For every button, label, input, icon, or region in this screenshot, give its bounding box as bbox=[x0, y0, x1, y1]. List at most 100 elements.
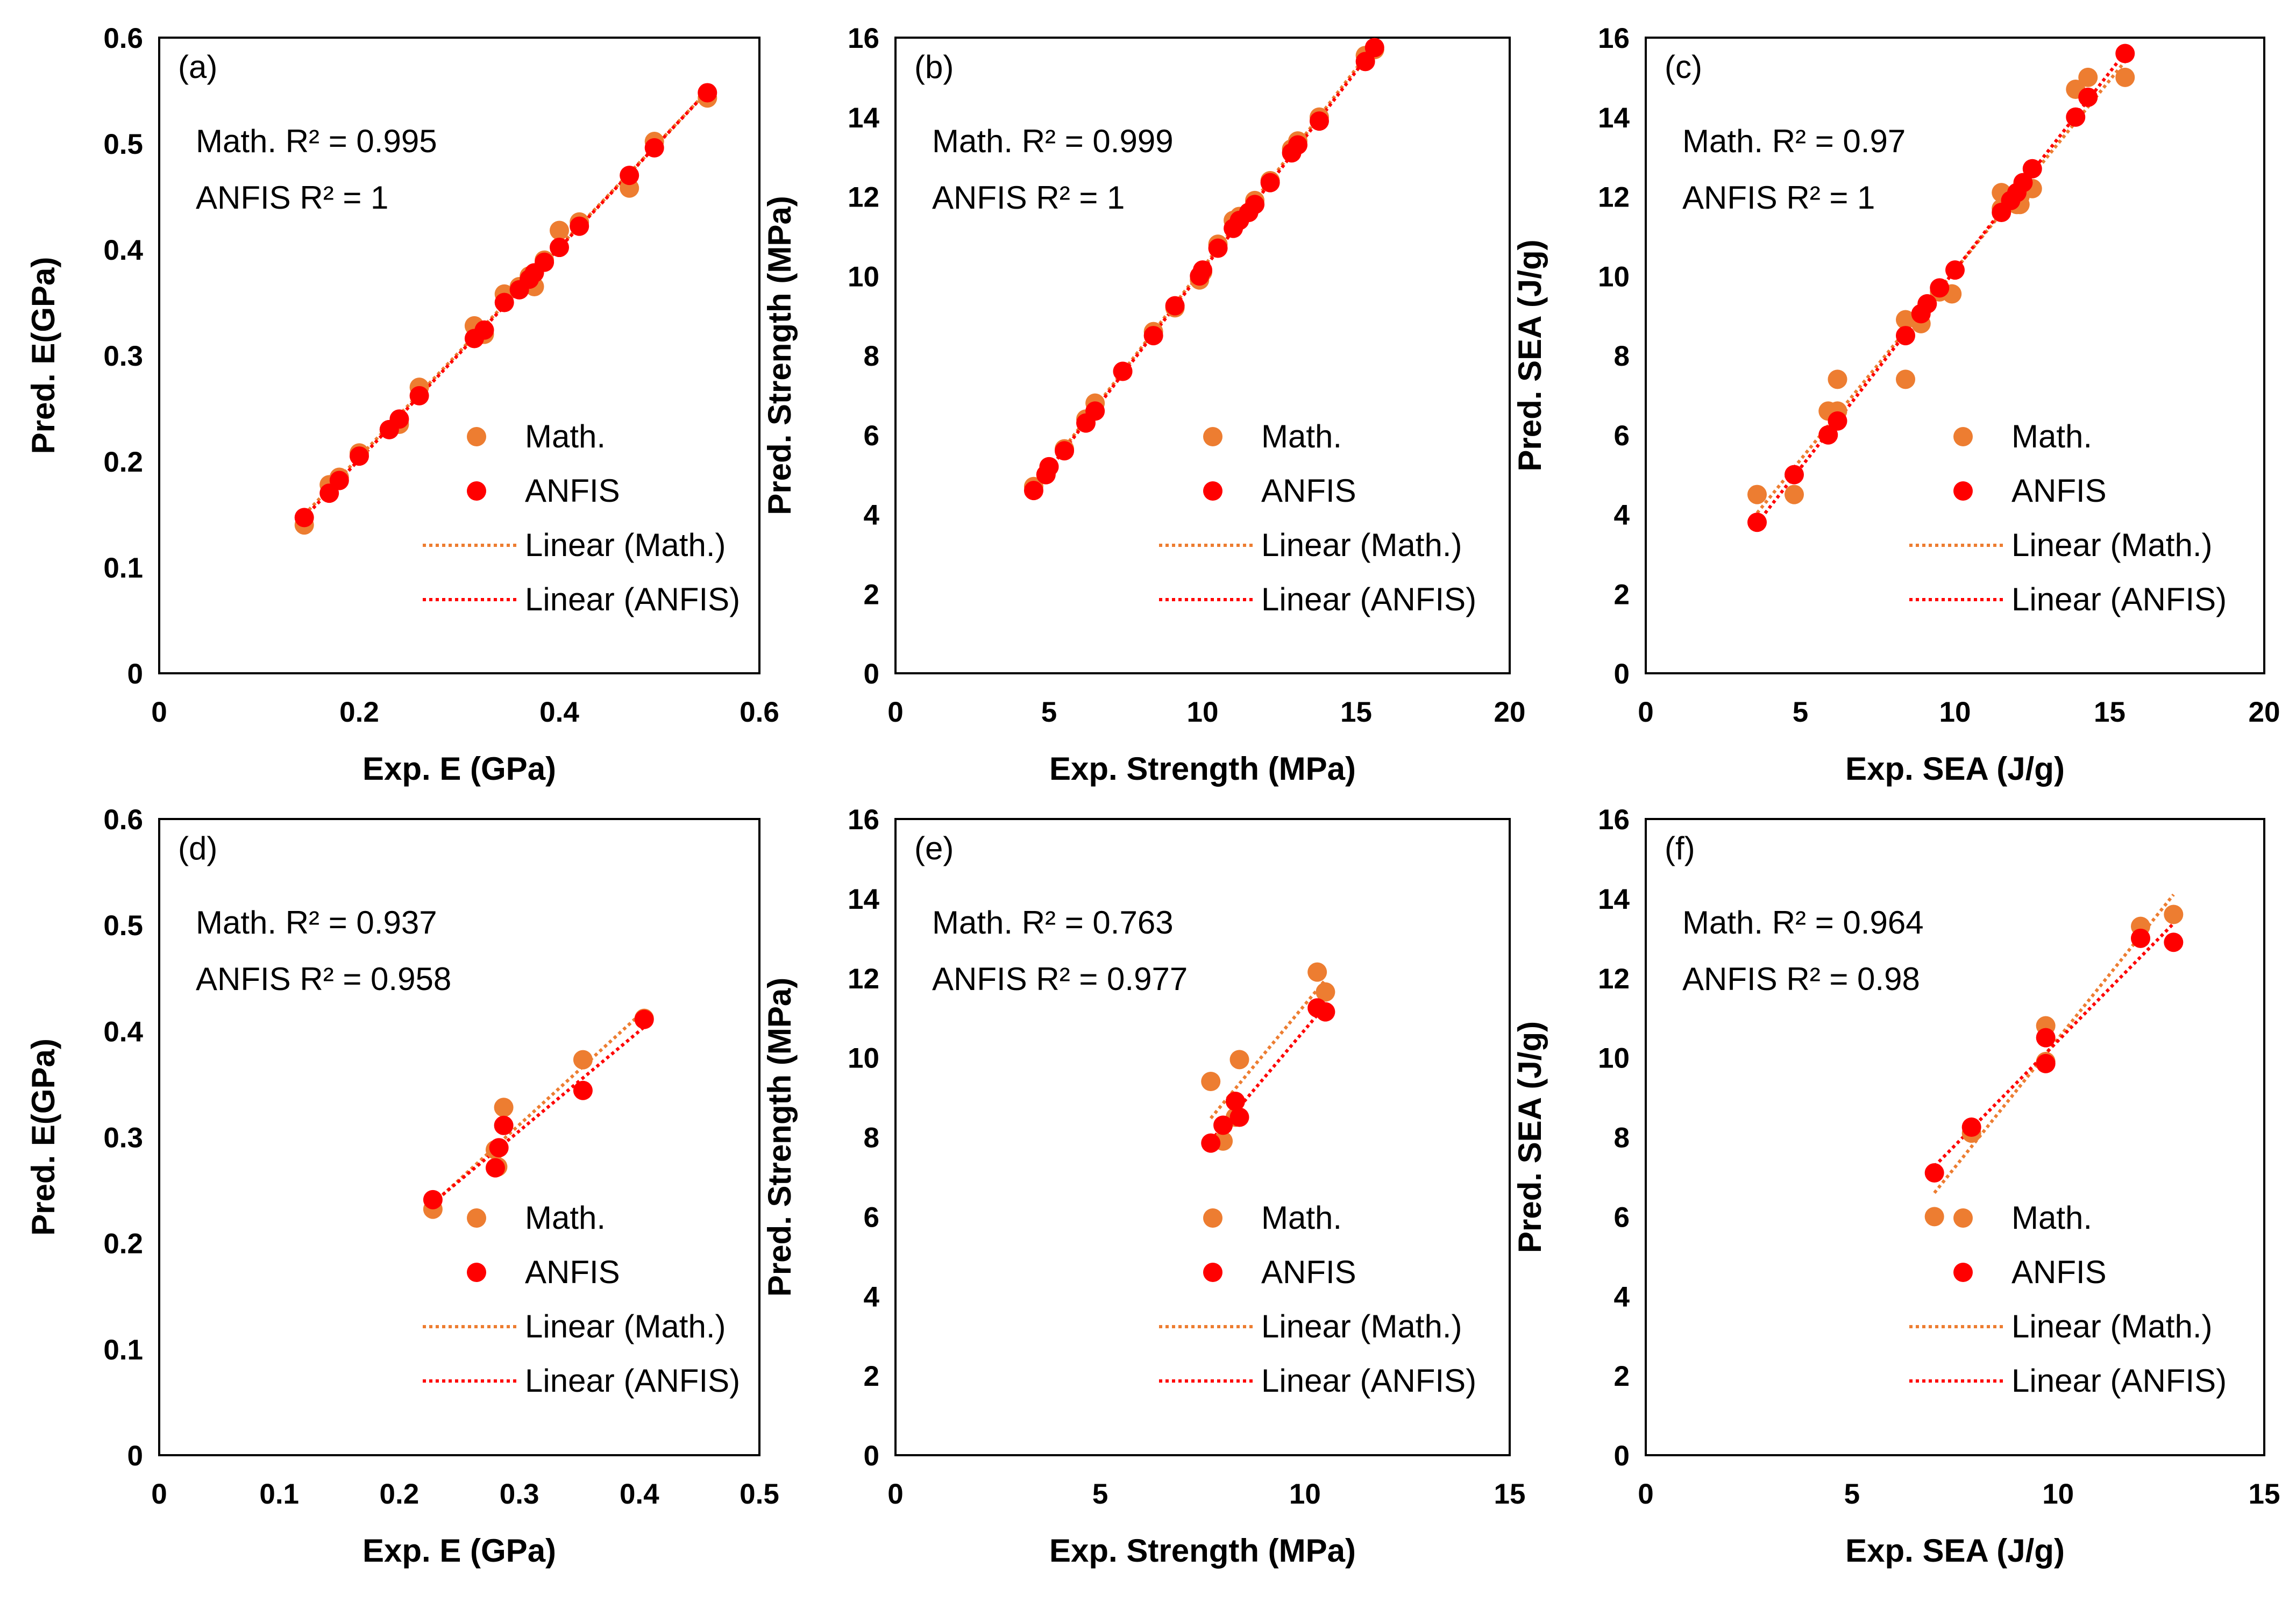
anfis-point bbox=[1023, 481, 1043, 501]
panel-label: (e) bbox=[914, 830, 954, 866]
y-tick-label: 14 bbox=[1598, 884, 1630, 915]
y-axis-title: Pred. Strength (MPa) bbox=[762, 196, 798, 515]
anfis-point bbox=[550, 238, 569, 258]
anfis-point bbox=[1213, 1115, 1233, 1135]
anfis-r2-annotation: ANFIS R² = 1 bbox=[1682, 180, 1875, 216]
y-tick-label: 2 bbox=[1614, 1361, 1630, 1392]
y-tick-label: 16 bbox=[1598, 804, 1630, 836]
math-point bbox=[1924, 1207, 1944, 1227]
y-tick-label: 10 bbox=[848, 1043, 879, 1074]
y-tick-label: 14 bbox=[848, 884, 879, 915]
legend-anfis-marker bbox=[1203, 1263, 1222, 1282]
y-tick-label: 12 bbox=[848, 182, 879, 213]
x-tick-label: 0 bbox=[151, 1478, 167, 1510]
legend-math-marker bbox=[1203, 427, 1222, 446]
anfis-point bbox=[389, 409, 409, 429]
anfis-point bbox=[1896, 326, 1915, 346]
legend-anfis-trend-label: Linear (ANFIS) bbox=[2011, 581, 2227, 617]
anfis-point bbox=[1113, 361, 1133, 381]
x-tick-label: 0.6 bbox=[740, 696, 779, 728]
anfis-r2-annotation: ANFIS R² = 1 bbox=[196, 180, 388, 216]
anfis-point bbox=[2131, 928, 2150, 948]
math-r2-annotation: Math. R² = 0.937 bbox=[196, 905, 437, 941]
y-tick-label: 0.2 bbox=[103, 446, 143, 478]
legend-anfis-trend-label: Linear (ANFIS) bbox=[525, 581, 740, 617]
x-tick-label: 15 bbox=[1340, 696, 1372, 728]
x-tick-label: 0 bbox=[1638, 1478, 1653, 1510]
legend: Math. ANFIS Linear (Math.) Linear (ANFIS) bbox=[1909, 1200, 2227, 1399]
math-r2-annotation: Math. R² = 0.763 bbox=[932, 905, 1174, 941]
math-point bbox=[1229, 1050, 1249, 1070]
anfis-point bbox=[1208, 238, 1228, 258]
anfis-point bbox=[474, 320, 494, 340]
y-tick-label: 6 bbox=[864, 420, 879, 452]
x-axis-title: Exp. Strength (MPa) bbox=[1049, 1533, 1356, 1569]
anfis-point bbox=[2066, 107, 2086, 127]
panel-label: (a) bbox=[178, 49, 217, 85]
legend-math-label: Math. bbox=[525, 1200, 606, 1236]
panel-label: (f) bbox=[1665, 830, 1695, 866]
x-tick-label: 0 bbox=[887, 1478, 903, 1510]
anfis-point bbox=[1364, 38, 1384, 58]
legend: Math. ANFIS Linear (Math.) Linear (ANFIS) bbox=[1159, 418, 1476, 617]
anfis-point bbox=[1930, 278, 1950, 298]
panel-label: (b) bbox=[914, 49, 954, 85]
x-tick-label: 15 bbox=[2249, 1478, 2280, 1510]
legend: Math. ANFIS Linear (Math.) Linear (ANFIS) bbox=[423, 418, 740, 617]
x-tick-label: 0.4 bbox=[539, 696, 579, 728]
y-tick-label: 2 bbox=[1614, 579, 1630, 610]
legend-math-marker bbox=[467, 1208, 486, 1228]
anfis-point bbox=[644, 138, 664, 158]
anfis-point bbox=[2013, 173, 2033, 193]
math-point bbox=[573, 1050, 593, 1070]
y-tick-label: 12 bbox=[1598, 963, 1630, 995]
anfis-point bbox=[1945, 260, 1965, 280]
y-tick-label: 10 bbox=[1598, 1043, 1630, 1074]
y-tick-label: 12 bbox=[1598, 182, 1630, 213]
panel-label: (d) bbox=[178, 830, 217, 866]
legend-math-label: Math. bbox=[2011, 418, 2092, 454]
legend-anfis-trend-label: Linear (ANFIS) bbox=[1261, 581, 1476, 617]
plot-area-frame bbox=[894, 818, 1511, 1456]
x-tick-label: 0.3 bbox=[500, 1478, 539, 1510]
anfis-point bbox=[1085, 401, 1105, 421]
y-tick-label: 0 bbox=[127, 1440, 143, 1472]
legend-math-trend-label: Linear (Math.) bbox=[2011, 1308, 2212, 1344]
y-tick-label: 0.4 bbox=[103, 1016, 143, 1048]
y-tick-label: 0.2 bbox=[103, 1228, 143, 1260]
legend-math-trend-label: Linear (Math.) bbox=[1261, 1308, 1462, 1344]
math-point bbox=[2164, 905, 2184, 924]
anfis-point bbox=[698, 83, 717, 103]
anfis-point bbox=[294, 508, 314, 528]
math-point bbox=[2078, 67, 2098, 87]
anfis-point bbox=[1924, 1163, 1944, 1183]
anfis-trendline bbox=[431, 1026, 645, 1205]
y-tick-label: 10 bbox=[848, 261, 879, 293]
math-r2-annotation: Math. R² = 0.964 bbox=[1682, 905, 1924, 941]
anfis-point bbox=[1309, 111, 1329, 131]
legend-math-label: Math. bbox=[525, 418, 606, 454]
legend-anfis-marker bbox=[1953, 481, 1973, 501]
math-point bbox=[1747, 485, 1767, 504]
x-tick-label: 0 bbox=[887, 696, 903, 728]
anfis-point bbox=[1785, 465, 1804, 485]
legend-math-trend-label: Linear (Math.) bbox=[1261, 527, 1462, 563]
legend-anfis-marker bbox=[1203, 481, 1222, 501]
anfis-point bbox=[1316, 1002, 1335, 1022]
anfis-point bbox=[494, 1115, 514, 1135]
legend-anfis-label: ANFIS bbox=[2011, 1254, 2107, 1290]
y-tick-label: 8 bbox=[1614, 1122, 1630, 1154]
x-tick-label: 10 bbox=[2042, 1478, 2074, 1510]
legend: Math. ANFIS Linear (Math.) Linear (ANFIS) bbox=[1159, 1200, 1476, 1399]
math-point bbox=[1896, 310, 1915, 330]
y-tick-label: 0.6 bbox=[103, 804, 143, 836]
anfis-point bbox=[1260, 173, 1280, 193]
y-tick-label: 2 bbox=[864, 1361, 879, 1392]
math-point bbox=[1201, 1071, 1221, 1091]
chart-panel-3: 0 2 4 6 8 10 12 14 16 0 5 10 15 20 Exp. SEA (J/g) Pred.… bbox=[1512, 23, 2280, 787]
y-tick-label: 0.6 bbox=[103, 23, 143, 54]
chart-panel-4: 0 0.1 0.2 0.3 0.4 0.5 0.6 0 0.1 0.2 0.3 0.4 0.5 Exp. … bbox=[25, 804, 779, 1569]
y-tick-label: 16 bbox=[1598, 23, 1630, 54]
anfis-point bbox=[573, 1080, 593, 1100]
plot-area-frame bbox=[1645, 37, 2265, 674]
